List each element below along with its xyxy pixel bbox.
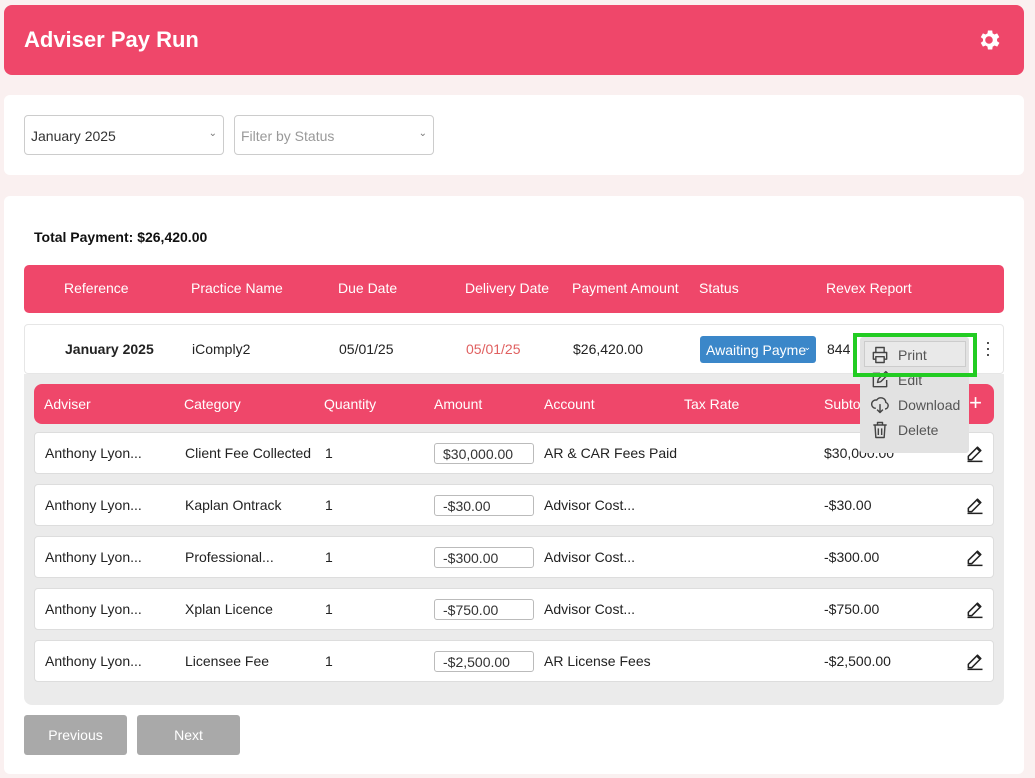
column-header: Revex Report bbox=[826, 280, 912, 296]
menu-item-print[interactable]: Print bbox=[864, 341, 966, 367]
column-header: Adviser bbox=[44, 396, 91, 412]
pencil-icon[interactable] bbox=[965, 443, 985, 463]
line-item-row: Anthony Lyon... Xplan Licence 1 -$750.00… bbox=[34, 588, 994, 630]
previous-button[interactable]: Previous bbox=[24, 715, 127, 755]
subtotal-cell: -$2,500.00 bbox=[824, 653, 891, 669]
column-header: Delivery Date bbox=[465, 280, 550, 296]
status-select[interactable]: Awaiting Payme ⌄ bbox=[700, 336, 816, 363]
line-items-panel: Adviser Category Quantity Amount Account… bbox=[24, 374, 1004, 705]
pencil-icon[interactable] bbox=[965, 599, 985, 619]
column-header: Due Date bbox=[338, 280, 398, 296]
category-cell: Kaplan Ontrack bbox=[185, 497, 282, 513]
category-cell: Client Fee Collected bbox=[185, 445, 312, 461]
status-filter-select[interactable]: Filter by Status ⌄ bbox=[234, 115, 434, 155]
menu-item-delete[interactable]: Delete bbox=[860, 417, 969, 442]
adviser-cell: Anthony Lyon... bbox=[45, 549, 142, 565]
next-button[interactable]: Next bbox=[137, 715, 240, 755]
chevron-down-icon: ⌄ bbox=[803, 342, 811, 352]
trash-icon bbox=[873, 421, 887, 439]
column-header: Reference bbox=[64, 280, 129, 296]
adviser-cell: Anthony Lyon... bbox=[45, 445, 142, 461]
pay-run-panel: Total Payment: $26,420.00 Reference Prac… bbox=[4, 196, 1024, 774]
line-item-row: Anthony Lyon... Kaplan Ontrack 1 -$30.00… bbox=[34, 484, 994, 526]
chevron-down-icon: ⌄ bbox=[418, 128, 427, 139]
account-cell: Advisor Cost... bbox=[544, 549, 636, 565]
column-header: Practice Name bbox=[191, 280, 283, 296]
category-cell: Professional... bbox=[185, 549, 274, 565]
line-item-row: Anthony Lyon... Licensee Fee 1 -$2,500.0… bbox=[34, 640, 994, 682]
pencil-icon[interactable] bbox=[965, 651, 985, 671]
download-icon bbox=[870, 397, 889, 414]
pay-run-table-header: Reference Practice Name Due Date Deliver… bbox=[24, 265, 1004, 313]
delivery-date-cell: 05/01/25 bbox=[466, 341, 521, 357]
page-title: Adviser Pay Run bbox=[24, 27, 199, 52]
column-header: Account bbox=[544, 396, 595, 412]
column-header: Quantity bbox=[324, 396, 377, 412]
menu-item-label: Edit bbox=[898, 372, 923, 388]
category-cell: Licensee Fee bbox=[185, 653, 270, 669]
page-header: Adviser Pay Run bbox=[4, 5, 1024, 75]
pencil-icon[interactable] bbox=[965, 495, 985, 515]
column-header: Subtot bbox=[824, 396, 865, 412]
amount-input[interactable]: -$300.00 bbox=[434, 547, 534, 568]
gear-icon[interactable] bbox=[976, 27, 1002, 53]
line-items-header: Adviser Category Quantity Amount Account… bbox=[34, 384, 994, 424]
more-options-icon[interactable]: · · · bbox=[985, 332, 991, 364]
status-select-value: Awaiting Payme bbox=[706, 342, 807, 358]
reference-cell: January 2025 bbox=[65, 341, 154, 357]
quantity-cell: 1 bbox=[325, 601, 333, 617]
filter-panel: January 2025 ⌄ Filter by Status ⌄ bbox=[4, 95, 1024, 175]
quantity-cell: 1 bbox=[325, 497, 333, 513]
add-line-button[interactable]: + bbox=[969, 390, 982, 415]
adviser-cell: Anthony Lyon... bbox=[45, 653, 142, 669]
month-select[interactable]: January 2025 ⌄ bbox=[24, 115, 224, 155]
payment-amount-cell: $26,420.00 bbox=[573, 341, 644, 357]
line-item-row: Anthony Lyon... Client Fee Collected 1 $… bbox=[34, 432, 994, 474]
column-header: Payment Amount bbox=[572, 280, 679, 296]
row-actions-menu: Print Edit Download Delete bbox=[860, 337, 969, 453]
column-header: Tax Rate bbox=[684, 396, 740, 412]
column-header: Amount bbox=[434, 396, 483, 412]
subtotal-cell: -$300.00 bbox=[824, 549, 880, 565]
chevron-down-icon: ⌄ bbox=[208, 128, 217, 139]
column-header: Category bbox=[184, 396, 241, 412]
menu-item-label: Download bbox=[898, 397, 961, 413]
month-select-value: January 2025 bbox=[31, 128, 116, 144]
menu-item-edit[interactable]: Edit bbox=[860, 367, 969, 392]
line-item-row: Anthony Lyon... Professional... 1 -$300.… bbox=[34, 536, 994, 578]
adviser-cell: Anthony Lyon... bbox=[45, 497, 142, 513]
adviser-cell: Anthony Lyon... bbox=[45, 601, 142, 617]
practice-cell: iComply2 bbox=[192, 341, 251, 357]
pay-run-row[interactable]: January 2025 iComply2 05/01/25 05/01/25 … bbox=[24, 324, 1004, 374]
account-cell: AR & CAR Fees Paid bbox=[544, 445, 678, 461]
account-cell: AR License Fees bbox=[544, 653, 651, 669]
total-payment: Total Payment: $26,420.00 bbox=[34, 229, 208, 245]
account-cell: Advisor Cost... bbox=[544, 601, 636, 617]
quantity-cell: 1 bbox=[325, 549, 333, 565]
revex-report-cell: 844 bbox=[827, 341, 851, 357]
edit-icon bbox=[872, 370, 890, 388]
due-date-cell: 05/01/25 bbox=[339, 341, 394, 357]
status-filter-placeholder: Filter by Status bbox=[241, 128, 335, 144]
quantity-cell: 1 bbox=[325, 653, 333, 669]
amount-input[interactable]: -$2,500.00 bbox=[434, 651, 534, 672]
category-cell: Xplan Licence bbox=[185, 601, 273, 617]
printer-icon bbox=[872, 346, 888, 364]
subtotal-cell: -$750.00 bbox=[824, 601, 880, 617]
pencil-icon[interactable] bbox=[965, 547, 985, 567]
quantity-cell: 1 bbox=[325, 445, 333, 461]
menu-item-label: Print bbox=[898, 347, 927, 363]
subtotal-cell: -$30.00 bbox=[824, 497, 872, 513]
amount-input[interactable]: -$30.00 bbox=[434, 495, 534, 516]
menu-item-label: Delete bbox=[898, 422, 939, 438]
menu-item-download[interactable]: Download bbox=[860, 392, 969, 417]
amount-input[interactable]: $30,000.00 bbox=[434, 443, 534, 464]
amount-input[interactable]: -$750.00 bbox=[434, 599, 534, 620]
column-header: Status bbox=[699, 280, 739, 296]
account-cell: Advisor Cost... bbox=[544, 497, 636, 513]
